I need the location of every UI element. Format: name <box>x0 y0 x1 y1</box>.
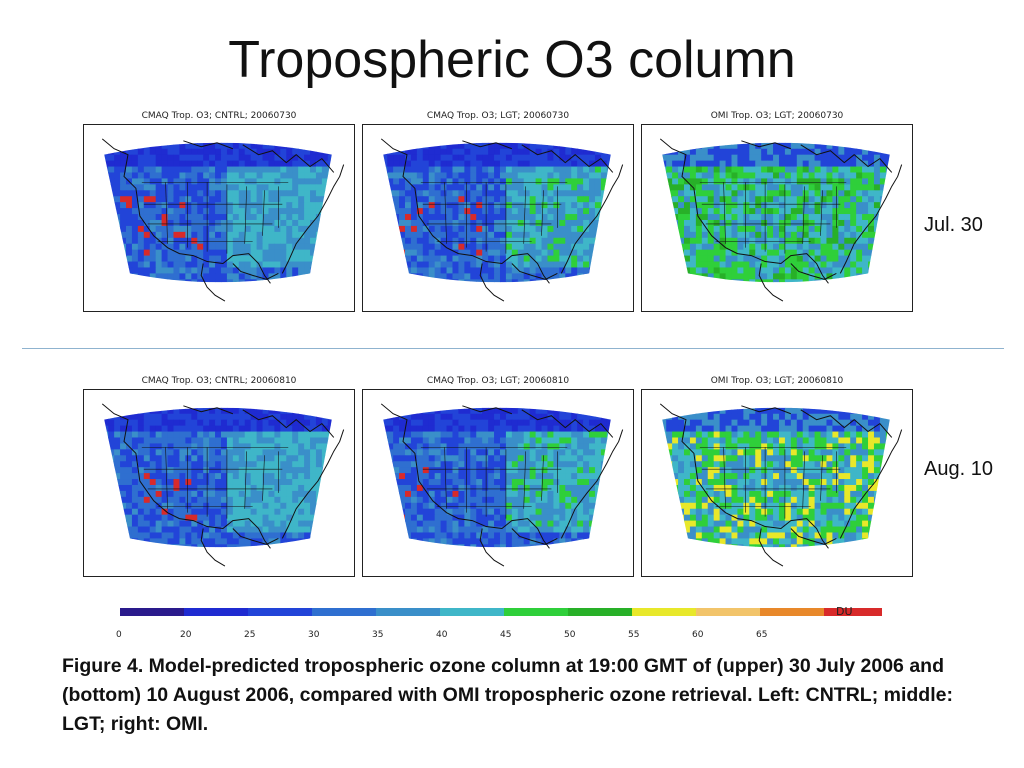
colorbar-tick-label: 50 <box>564 630 576 640</box>
colorbar-segment <box>376 608 440 616</box>
map-panel <box>641 389 913 577</box>
figure-caption: Figure 4. Model-predicted tropospheric o… <box>62 655 953 735</box>
colorbar-tick-label: 0 <box>116 630 122 640</box>
colorbar-tick-label: 25 <box>244 630 256 640</box>
panel-title-r1c1: CMAQ Trop. O3; CNTRL; 20060730 <box>141 111 297 121</box>
colorbar-segment <box>184 608 248 616</box>
colorbar-segment <box>120 608 184 616</box>
colorbar-tick-label: 65 <box>756 630 768 640</box>
colorbar-segment <box>504 608 568 616</box>
colorbar-segment <box>312 608 376 616</box>
slide-title: Tropospheric O3 column <box>228 31 796 89</box>
colorbar-segment <box>632 608 696 616</box>
row-divider <box>22 348 1004 349</box>
panel-title-r1c2: CMAQ Trop. O3; LGT; 20060730 <box>426 111 570 121</box>
colorbar-segment <box>824 608 882 616</box>
colorbar-segment <box>248 608 312 616</box>
colorbar-unit: DU <box>836 605 853 618</box>
colorbar-tick-label: 55 <box>628 630 640 640</box>
map-panel <box>362 389 634 577</box>
colorbar-tick-label: 35 <box>372 630 384 640</box>
colorbar-segment <box>440 608 504 616</box>
map-panel <box>362 124 634 312</box>
map-panel <box>641 124 913 312</box>
map-panel <box>83 124 355 312</box>
colorbar-tick-label: 45 <box>500 630 512 640</box>
colorbar-tick-label: 60 <box>692 630 704 640</box>
row-label-aug10: Aug. 10 <box>924 458 993 480</box>
row-label-jul30: Jul. 30 <box>924 214 983 236</box>
panel-title-r2c1: CMAQ Trop. O3; CNTRL; 20060810 <box>141 376 297 386</box>
colorbar-segment <box>760 608 824 616</box>
colorbar-segment <box>568 608 632 616</box>
panel-title-r2c3: OMI Trop. O3; LGT; 20060810 <box>710 376 844 386</box>
colorbar-tick-label: 40 <box>436 630 448 640</box>
panel-title-r2c2: CMAQ Trop. O3; LGT; 20060810 <box>426 376 570 386</box>
colorbar-tick-label: 30 <box>308 630 320 640</box>
colorbar-segment <box>696 608 760 616</box>
colorbar <box>120 608 888 616</box>
panel-title-r1c3: OMI Trop. O3; LGT; 20060730 <box>710 111 844 121</box>
map-panel <box>83 389 355 577</box>
colorbar-tick-label: 20 <box>180 630 192 640</box>
